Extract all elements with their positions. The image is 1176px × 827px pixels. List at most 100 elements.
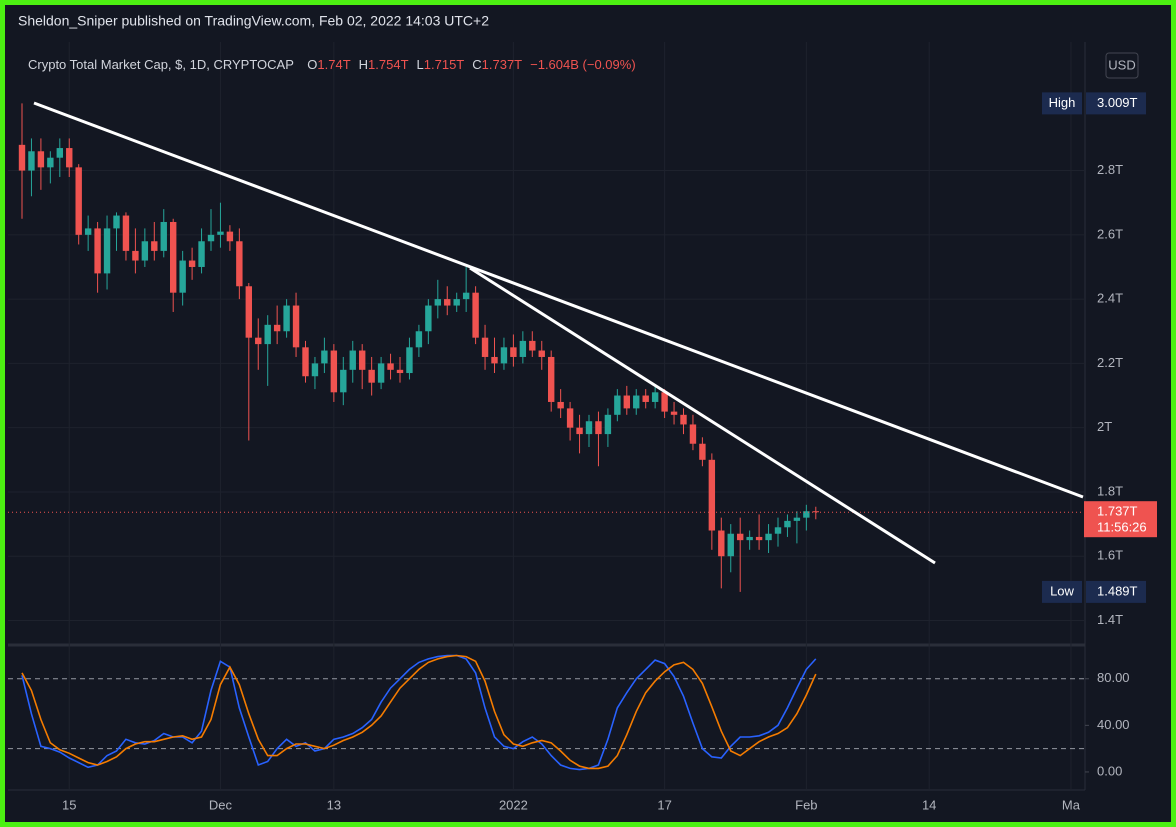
oscillator-line xyxy=(21,654,817,771)
marker-value-box xyxy=(1086,580,1146,603)
candle-body xyxy=(708,459,716,531)
legend-title: Crypto Total Market Cap, $, 1D, CRYPTOCA… xyxy=(28,57,294,72)
oscillator-pane xyxy=(8,654,1085,771)
legend-value: 1.74T xyxy=(317,57,350,72)
candle-body xyxy=(132,250,139,261)
candle-body xyxy=(651,392,659,402)
candle-body xyxy=(529,340,536,351)
candle-body xyxy=(113,215,120,229)
y-tick-label: 2.4T xyxy=(1097,291,1123,306)
axes: 1.4T 1.6T 1.8T 2T 2.2T 2.4T 2.6T 2.8T 15 Dec 13 202… xyxy=(62,92,1157,812)
marker-value: 1.489T xyxy=(1097,583,1138,598)
currency-box[interactable] xyxy=(1105,52,1139,79)
marker-value-box xyxy=(1086,92,1146,115)
candle-body xyxy=(519,340,527,357)
candle-body xyxy=(349,350,356,370)
y-tick-label: 2T xyxy=(1097,419,1112,434)
candle-body xyxy=(557,401,564,409)
y-tick-label: 1.6T xyxy=(1097,548,1123,563)
candle-body xyxy=(803,511,810,518)
candle-body xyxy=(188,260,196,267)
legend-key: H xyxy=(359,57,368,72)
candle-body xyxy=(623,395,630,409)
legend-key: C xyxy=(472,57,481,72)
x-tick-label: 17 xyxy=(657,797,671,812)
osc-tick-label: 40.00 xyxy=(1097,717,1130,732)
candle-body xyxy=(179,260,186,293)
candle-body xyxy=(670,411,678,415)
marker-box xyxy=(1042,92,1082,115)
candle-body xyxy=(66,148,73,168)
candle-body xyxy=(340,369,347,393)
candle-body xyxy=(812,511,819,513)
y-tick-label: 2.2T xyxy=(1097,355,1123,370)
candle-body xyxy=(585,421,593,435)
candle-body xyxy=(103,228,111,274)
candle-body xyxy=(207,234,215,242)
legend-value: 1.737T xyxy=(482,57,523,72)
candle-body xyxy=(444,299,451,306)
candle-body xyxy=(359,350,366,370)
candle-body xyxy=(56,148,63,158)
candle-body xyxy=(245,286,252,338)
candle-body xyxy=(566,408,574,428)
candle-body xyxy=(415,331,423,348)
candle-body xyxy=(292,305,300,348)
candle-body xyxy=(453,299,460,306)
y-tick-label: 1.4T xyxy=(1097,612,1123,627)
x-tick-label: 2022 xyxy=(499,797,528,812)
candle-body xyxy=(793,517,801,521)
candle-body xyxy=(226,231,234,242)
candle-body xyxy=(434,299,441,306)
candle-body xyxy=(273,324,281,332)
currency[interactable]: USD xyxy=(1108,57,1135,72)
candle-body xyxy=(661,392,668,412)
candle-body xyxy=(283,305,290,332)
candle-body xyxy=(311,363,319,377)
candle-body xyxy=(84,228,92,235)
legend-change: −1.604B (−0.09%) xyxy=(530,57,636,72)
candle-body xyxy=(472,292,479,338)
candle-body xyxy=(160,221,167,251)
legend: Crypto Total Market Cap, $, 1D, CRYPTOCA… xyxy=(28,57,636,72)
y-tick-label: 1.8T xyxy=(1097,483,1123,498)
candle-body xyxy=(425,305,432,332)
candle-body xyxy=(755,536,763,541)
candle-body xyxy=(746,536,753,541)
x-tick-label: 15 xyxy=(62,797,76,812)
x-tick-label: Dec xyxy=(209,797,233,812)
candle-body xyxy=(727,533,734,557)
candle-body xyxy=(784,520,791,528)
legend-key: L xyxy=(417,57,424,72)
candle-body xyxy=(94,228,101,274)
candle-body xyxy=(37,151,45,168)
candle-body xyxy=(28,151,35,171)
x-tick-label: 14 xyxy=(922,797,936,812)
candle-body xyxy=(737,533,744,541)
marker-name: Low xyxy=(1050,583,1074,598)
candle-body xyxy=(377,363,385,383)
candle-body xyxy=(718,530,725,557)
candle-body xyxy=(548,356,555,402)
candle-body xyxy=(151,241,158,251)
marker-value: 3.009T xyxy=(1097,95,1138,110)
candle-body xyxy=(406,347,413,374)
candle-body xyxy=(47,157,54,168)
candle-body xyxy=(699,443,706,460)
candle-body xyxy=(614,395,621,415)
candle-body xyxy=(170,221,177,293)
oscillator-line xyxy=(21,654,817,770)
candle-body xyxy=(217,231,224,235)
legend-value: 1.754T xyxy=(368,57,409,72)
last-price-box xyxy=(1084,501,1157,538)
marker-name: High xyxy=(1049,95,1076,110)
candle-body xyxy=(198,241,205,267)
publisher: Sheldon_Sniper published on TradingView.… xyxy=(18,13,489,29)
last-price-label: 1.737T xyxy=(1097,504,1138,519)
marker-box xyxy=(1042,580,1082,603)
candle-body xyxy=(462,292,470,300)
candle-body xyxy=(396,369,404,374)
